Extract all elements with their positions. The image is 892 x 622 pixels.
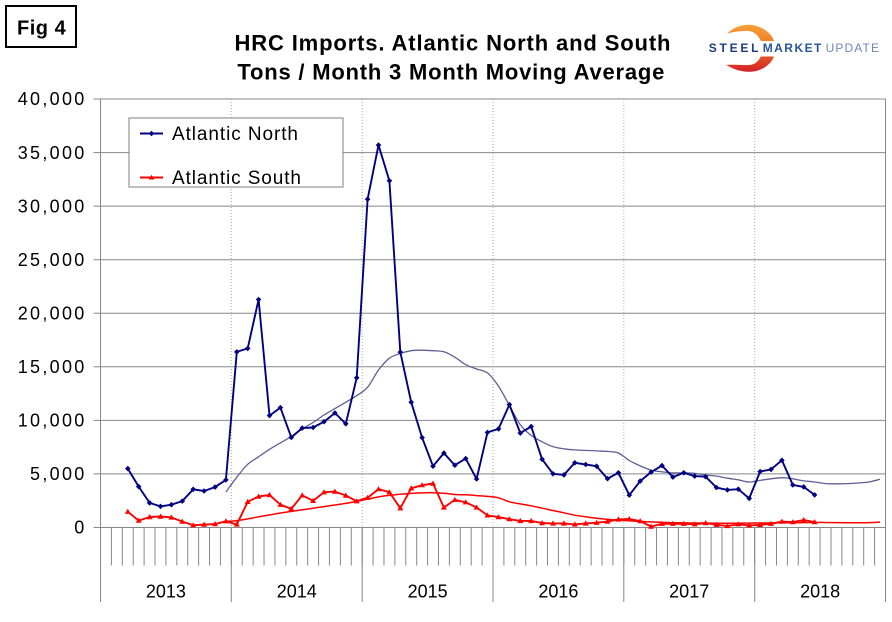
svg-text:2016: 2016 — [538, 582, 578, 602]
svg-text:MARKET: MARKET — [763, 41, 822, 55]
svg-text:25,000: 25,000 — [18, 250, 87, 270]
svg-text:15,000: 15,000 — [18, 357, 87, 377]
svg-text:2015: 2015 — [408, 582, 448, 602]
svg-text:35,000: 35,000 — [18, 143, 87, 163]
svg-text:STEEL: STEEL — [709, 41, 759, 55]
svg-text:2013: 2013 — [146, 582, 186, 602]
svg-text:30,000: 30,000 — [18, 196, 87, 216]
svg-text:2018: 2018 — [800, 582, 840, 602]
svg-text:20,000: 20,000 — [18, 303, 87, 323]
svg-text:10,000: 10,000 — [18, 411, 87, 431]
svg-text:Tons / Month 3 Month Moving Av: Tons / Month 3 Month Moving Average — [237, 59, 664, 84]
svg-text:2017: 2017 — [669, 582, 709, 602]
svg-text:UPDATE: UPDATE — [826, 41, 879, 55]
svg-text:40,000: 40,000 — [18, 89, 87, 109]
svg-text:5,000: 5,000 — [30, 464, 87, 484]
svg-text:0: 0 — [74, 518, 86, 538]
svg-text:Atlantic North: Atlantic North — [172, 124, 298, 145]
svg-text:Fig 4: Fig 4 — [17, 18, 67, 40]
svg-text:HRC Imports. Atlantic North an: HRC Imports. Atlantic North and South — [235, 30, 671, 55]
svg-text:Atlantic South: Atlantic South — [172, 168, 301, 189]
svg-text:2014: 2014 — [277, 582, 317, 602]
